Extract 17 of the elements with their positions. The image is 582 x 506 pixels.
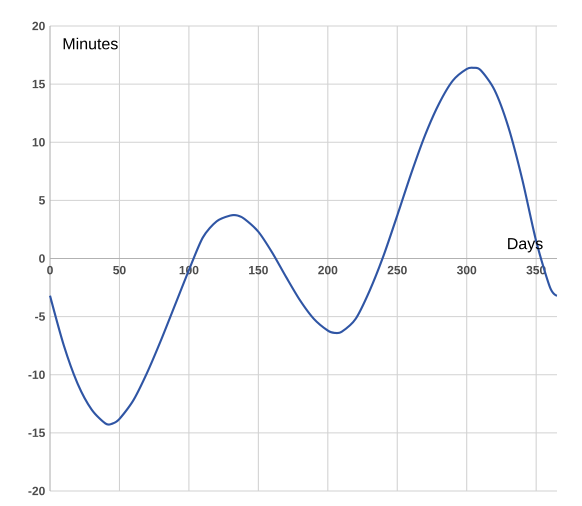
x-tick-label: 200 xyxy=(318,266,338,274)
y-tick-label: 15 xyxy=(32,80,45,88)
x-tick-label: 50 xyxy=(113,266,126,274)
x-tick-label: 0 xyxy=(47,266,53,274)
y-tick-label: -20 xyxy=(28,486,45,496)
x-tick-label: 300 xyxy=(456,266,476,274)
x-tick-label: 250 xyxy=(388,266,407,274)
y-tick-label: 10 xyxy=(32,138,45,146)
line-series xyxy=(48,66,558,425)
y-tick-label: -5 xyxy=(35,312,45,321)
y-tick-label: -15 xyxy=(28,428,45,438)
x-tick-label: 150 xyxy=(249,266,268,274)
y-tick-label: 5 xyxy=(38,196,45,205)
y-tick-label: -10 xyxy=(28,370,45,379)
y-axis-title: Minutes xyxy=(64,38,118,50)
y-tick-label: 20 xyxy=(32,22,45,30)
y-tick-label: 0 xyxy=(39,254,45,263)
